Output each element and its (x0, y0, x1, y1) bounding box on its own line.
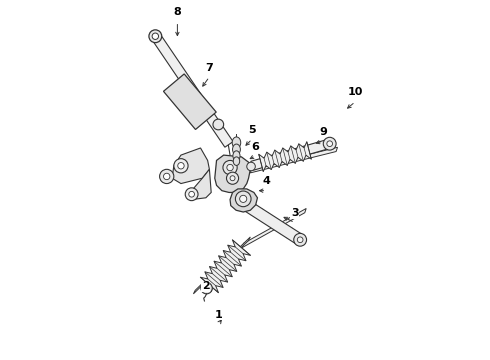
Text: 7: 7 (205, 63, 213, 72)
Circle shape (201, 283, 212, 294)
Circle shape (213, 119, 223, 130)
Circle shape (152, 33, 159, 40)
Circle shape (227, 165, 233, 171)
Circle shape (235, 191, 251, 207)
Polygon shape (188, 169, 211, 199)
Polygon shape (242, 208, 306, 248)
Polygon shape (194, 237, 250, 294)
Polygon shape (215, 155, 250, 193)
Polygon shape (259, 142, 311, 172)
Circle shape (247, 162, 255, 171)
Circle shape (294, 233, 307, 246)
Circle shape (185, 188, 198, 201)
Circle shape (297, 237, 303, 243)
Circle shape (149, 30, 162, 42)
Text: 4: 4 (263, 176, 270, 186)
Polygon shape (164, 74, 216, 130)
Text: 10: 10 (347, 87, 363, 98)
Circle shape (174, 159, 188, 173)
Circle shape (223, 161, 237, 175)
Circle shape (230, 176, 235, 181)
Text: 3: 3 (291, 208, 298, 219)
Circle shape (160, 169, 174, 184)
Text: 1: 1 (215, 310, 222, 320)
Polygon shape (245, 202, 301, 243)
Polygon shape (230, 189, 257, 212)
Circle shape (323, 137, 336, 150)
Polygon shape (154, 37, 233, 147)
Ellipse shape (232, 137, 241, 148)
Circle shape (164, 173, 170, 180)
Polygon shape (251, 140, 328, 170)
Circle shape (178, 163, 184, 169)
Circle shape (327, 141, 333, 147)
Ellipse shape (233, 144, 241, 155)
Text: 9: 9 (319, 127, 327, 136)
Circle shape (189, 192, 195, 197)
Text: 5: 5 (248, 125, 256, 135)
Circle shape (240, 195, 247, 202)
Text: 6: 6 (252, 141, 260, 152)
Text: 8: 8 (173, 8, 181, 17)
Circle shape (226, 172, 239, 184)
Text: 2: 2 (202, 282, 210, 291)
Polygon shape (200, 240, 250, 293)
Ellipse shape (233, 157, 240, 165)
Circle shape (204, 286, 209, 291)
Polygon shape (172, 148, 209, 184)
Ellipse shape (233, 151, 240, 161)
Polygon shape (250, 147, 338, 173)
